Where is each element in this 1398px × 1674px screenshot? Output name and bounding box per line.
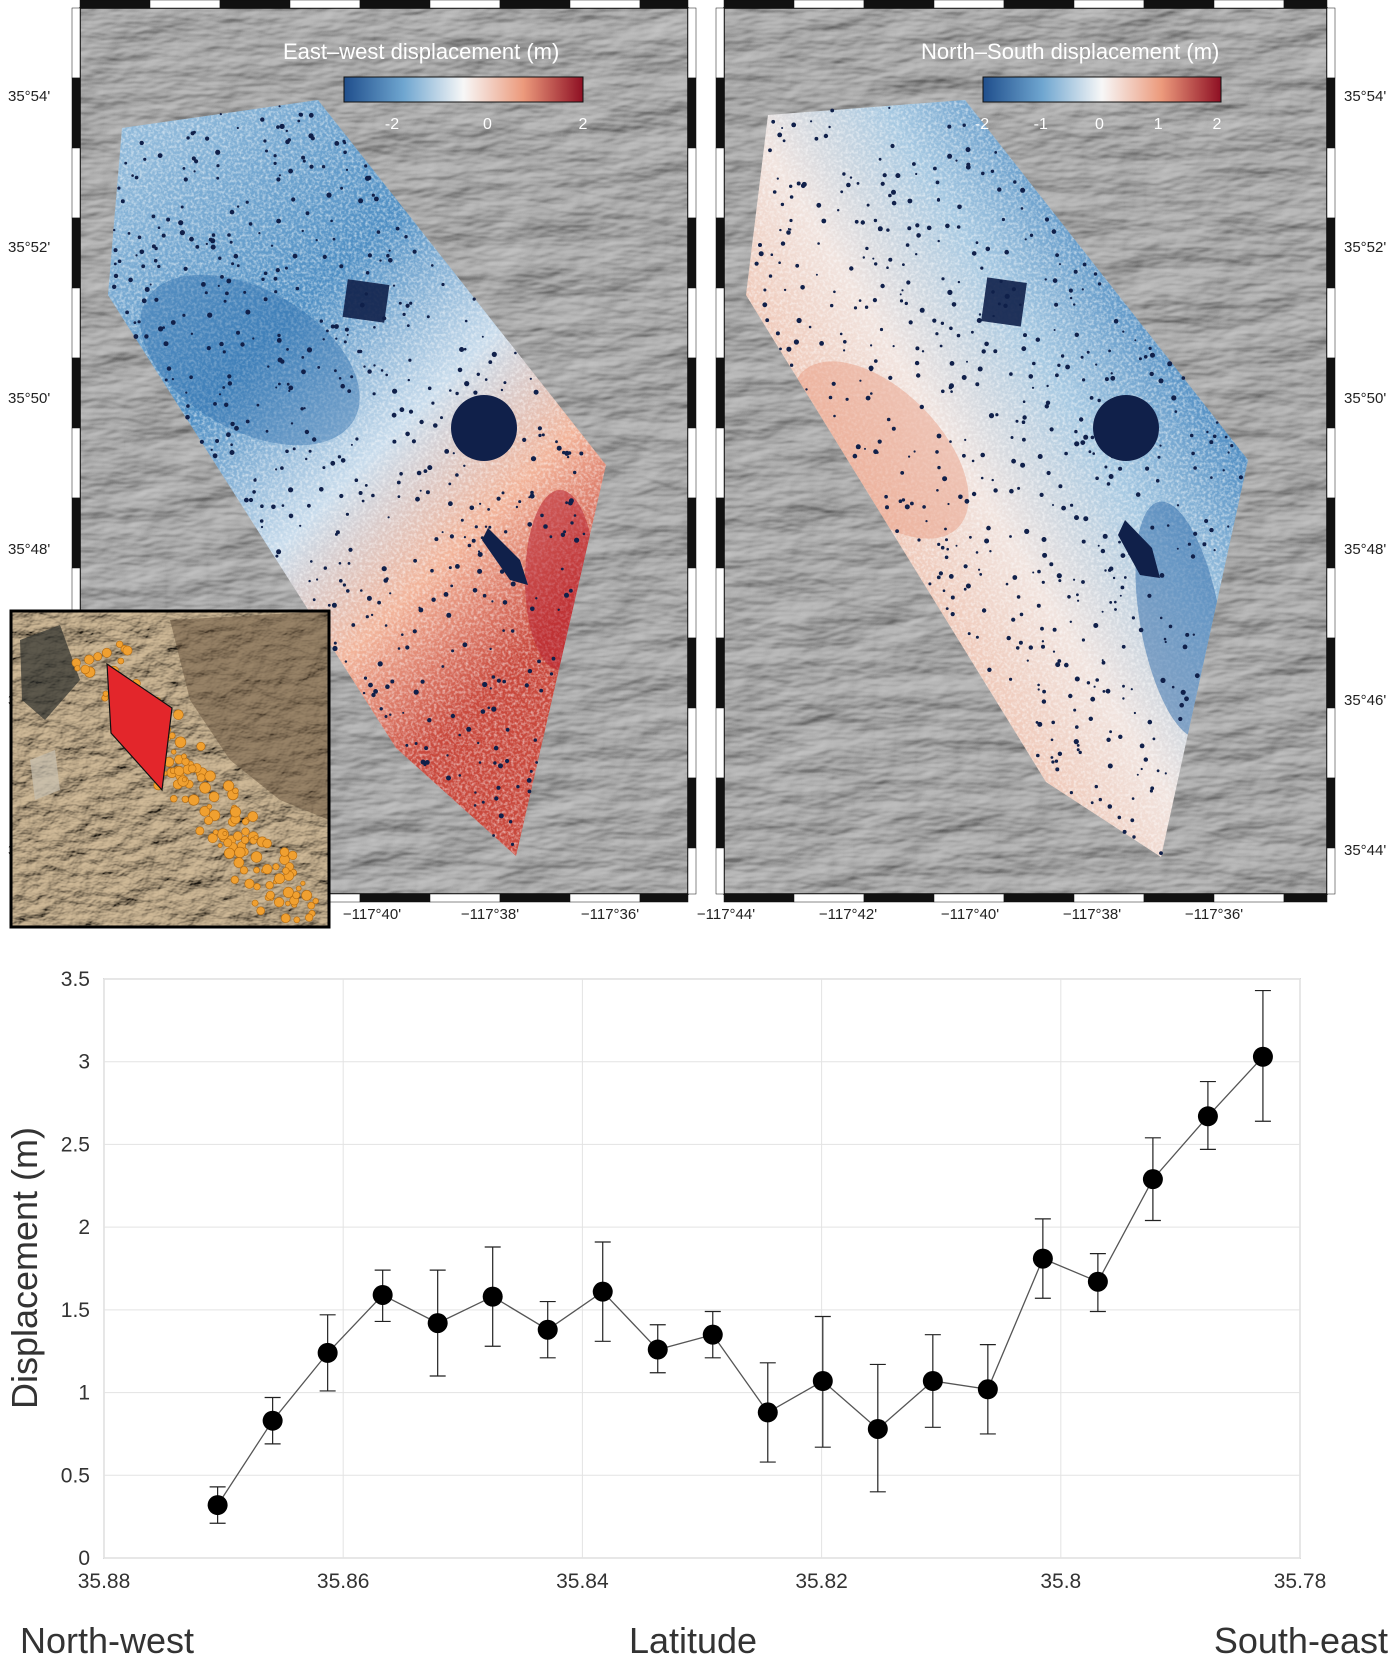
y-tick-label: 0 <box>78 1547 90 1570</box>
data-point <box>757 1402 778 1423</box>
data-point <box>1252 1046 1273 1067</box>
data-point <box>592 1281 613 1302</box>
data-point <box>262 1410 283 1431</box>
data-point <box>812 1370 833 1391</box>
data-point <box>482 1286 503 1307</box>
longitude-label-right: −117°38' <box>1063 906 1121 923</box>
y-tick-label: 3.5 <box>61 968 90 991</box>
north-south-colorbar-tick: -2 <box>975 116 989 133</box>
y-tick-label: 0.5 <box>61 1464 90 1487</box>
y-tick-label: 3 <box>78 1051 90 1074</box>
inset-location-map <box>9 609 331 929</box>
map-panel-north-south: North–South displacement (m) -2 -1 0 1 2 <box>715 0 1336 903</box>
y-tick-label: 1.5 <box>61 1299 90 1322</box>
profile-chart: 35.88 35.86 35.84 35.82 35.8 35.78 0 0.5 1 1.5 2 2… <box>4 968 1388 1661</box>
x-tick-label: 35.8 <box>1040 1570 1081 1593</box>
data-point <box>647 1339 668 1360</box>
x-tick-label: 35.84 <box>556 1570 609 1593</box>
latitude-label-right: 35°50' <box>1344 390 1386 407</box>
latitude-label-left: 35°52' <box>8 239 50 256</box>
y-tick-label: 2 <box>78 1216 90 1239</box>
mask-dots-right <box>754 106 1243 855</box>
north-south-colorbar-tick: 2 <box>1213 116 1222 133</box>
latitude-label-right: 35°54' <box>1344 88 1386 105</box>
east-west-colorbar-tick: 0 <box>483 116 492 133</box>
data-point <box>427 1313 448 1334</box>
gridlines <box>103 978 1301 1559</box>
longitude-label-right: −117°40' <box>941 906 999 923</box>
latitude-label-right: 35°48' <box>1344 541 1386 558</box>
latitude-label-left: 35°50' <box>8 390 50 407</box>
colorbar-title-east-west: East–west displacement (m) <box>283 39 559 64</box>
mask-circle-right <box>1093 395 1159 461</box>
x-tick-labels: 35.88 35.86 35.84 35.82 35.8 35.78 <box>78 1570 1327 1593</box>
north-south-colorbar-tick: -1 <box>1034 116 1048 133</box>
longitude-label-right: −117°42' <box>819 906 877 923</box>
data-point <box>922 1370 943 1391</box>
x-tick-label: 35.78 <box>1274 1570 1327 1593</box>
north-south-colorbar-tick: 0 <box>1095 116 1104 133</box>
latitude-label-left: 35°54' <box>8 88 50 105</box>
y-tick-label: 1 <box>78 1382 90 1405</box>
map-panel-east-west: East–west displacement (m) -2 0 2 <box>71 0 697 903</box>
plot-area <box>103 978 1301 1559</box>
y-axis-label: Displacement (m) <box>4 1127 45 1409</box>
mask-streak-left <box>482 528 528 585</box>
longitude-label-right: −117°44' <box>697 906 755 923</box>
latitude-label-right: 35°46' <box>1344 692 1386 709</box>
x-tick-label: 35.88 <box>78 1570 131 1593</box>
data-points <box>207 1046 1273 1516</box>
latitude-label-right: 35°52' <box>1344 239 1386 256</box>
inset-study-area-polygon <box>106 662 173 792</box>
longitude-label-left: −117°38' <box>461 906 519 923</box>
x-axis-label: Latitude <box>629 1620 757 1661</box>
data-point <box>1197 1106 1218 1127</box>
data-point <box>1032 1248 1053 1269</box>
mask-dots-left <box>112 105 586 847</box>
latitude-label-left: 35°48' <box>8 541 50 558</box>
colorbar-north-south <box>982 76 1222 103</box>
colorbar-title-north-south: North–South displacement (m) <box>921 39 1219 64</box>
east-west-colorbar-tick: 2 <box>579 116 588 133</box>
latitude-label-right: 35°44' <box>1344 842 1386 859</box>
mask-streak-right <box>1118 520 1160 578</box>
north-south-colorbar-tick: 1 <box>1154 116 1163 133</box>
longitude-label-left: −117°36' <box>581 906 639 923</box>
x-tick-label: 35.82 <box>795 1570 848 1593</box>
south-east-annotation: South-east <box>1214 1620 1388 1661</box>
mask-square-right <box>981 277 1027 327</box>
data-point <box>977 1379 998 1400</box>
mask-circle-left <box>451 395 517 461</box>
colorbar-east-west <box>343 76 584 103</box>
data-point <box>372 1284 393 1305</box>
data-point <box>317 1342 338 1363</box>
x-tick-label: 35.86 <box>317 1570 370 1593</box>
data-point <box>702 1324 723 1345</box>
data-point <box>537 1319 558 1340</box>
data-point <box>1142 1169 1163 1190</box>
longitude-label-right: −117°36' <box>1185 906 1243 923</box>
north-west-annotation: North-west <box>20 1620 194 1661</box>
data-point <box>207 1495 228 1516</box>
east-west-colorbar-tick: -2 <box>385 116 399 133</box>
mask-square-left <box>342 279 390 323</box>
data-point <box>1087 1271 1108 1292</box>
map-frame-ticks-right <box>715 0 1336 903</box>
data-point <box>867 1418 888 1439</box>
longitude-label-left: −117°40' <box>343 906 401 923</box>
y-tick-label: 2.5 <box>61 1133 90 1156</box>
y-tick-labels: 0 0.5 1 1.5 2 2.5 3 3.5 <box>61 968 90 1570</box>
